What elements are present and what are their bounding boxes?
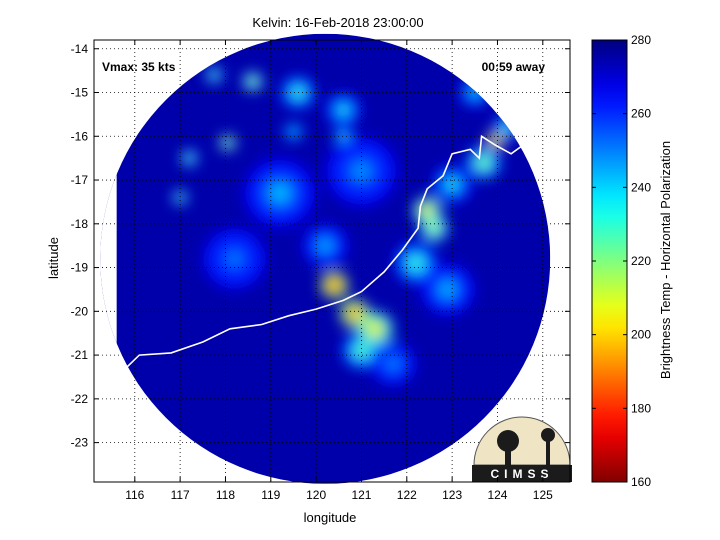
time-away-annotation: 00:59 away <box>482 60 546 74</box>
vmax-annotation: Vmax: 35 kts <box>102 60 176 74</box>
x-tick-label-1: 117 <box>171 488 190 502</box>
x-tick-label-9: 125 <box>533 488 553 502</box>
colorbar-scale <box>591 39 628 483</box>
convection-cell-17-3 <box>187 156 192 161</box>
convection-cell-5-3 <box>441 283 454 296</box>
x-tick-label-4: 120 <box>306 488 326 502</box>
axes-frame <box>93 39 571 483</box>
colorbar-label: Brightness Temp - Horizontal Polarizatio… <box>658 141 673 379</box>
cb-tick-label-2: 200 <box>631 328 651 342</box>
convection-cell-1-3 <box>353 163 370 179</box>
convection-layer <box>171 66 521 386</box>
convection-cell-23-3 <box>424 207 431 214</box>
y-tick-label-3: -17 <box>71 173 89 187</box>
y-tick-label-6: -20 <box>71 304 89 318</box>
convection-cell-9-3 <box>291 129 296 135</box>
y-tick-label-4: -18 <box>71 217 89 231</box>
convection-cell-0-3 <box>227 252 242 266</box>
x-tick-label-5: 121 <box>351 488 371 502</box>
convection-cell-19-3 <box>430 225 438 232</box>
logo-text: CIMSS <box>490 467 553 481</box>
cb-tick-label-6: 280 <box>631 33 651 47</box>
y-tick-label-7: -21 <box>71 348 89 362</box>
convection-cell-20-3 <box>250 79 255 84</box>
cb-tick-label-4: 240 <box>631 180 651 194</box>
convection-cell-21-3 <box>225 141 230 145</box>
cimss-logo: CIMSS <box>472 416 572 482</box>
plot-area: CIMSS Vmax: 35 kts 00:59 away <box>93 33 572 484</box>
y-tick-label-8: -22 <box>71 392 89 406</box>
colorbar-ticks: 160 180 200 220 240 260 280 <box>592 33 651 489</box>
cb-tick-label-0: 160 <box>631 475 651 489</box>
y-tick-label-1: -15 <box>71 86 89 100</box>
x-tick-label-6: 122 <box>397 488 417 502</box>
convection-cell-16-3 <box>212 73 217 77</box>
y-axis-ticks: -14 -15 -16 -17 -18 -19 -20 -21 -22 -23 <box>71 42 570 450</box>
x-axis-label: longitude <box>304 510 357 525</box>
x-tick-label-8: 124 <box>487 488 507 502</box>
x-tick-label-7: 123 <box>442 488 462 502</box>
convection-cell-3-3 <box>271 185 288 201</box>
cb-tick-label-5: 260 <box>631 107 651 121</box>
cb-tick-label-3: 220 <box>631 254 651 268</box>
convection-cell-4-3 <box>320 240 331 251</box>
chart-title: Kelvin: 16-Feb-2018 23:00:00 <box>252 15 423 30</box>
x-tick-label-3: 119 <box>261 488 280 502</box>
convection-cell-22-3 <box>371 324 380 333</box>
colorbar: 160 180 200 220 240 260 280 Brightness Temp - … <box>591 33 673 489</box>
x-tick-label-0: 116 <box>125 488 144 502</box>
convection-cell-25-3 <box>331 282 338 288</box>
convection-cell-2-3 <box>388 359 399 369</box>
y-axis-label: latitude <box>46 237 61 279</box>
y-tick-label-2: -16 <box>71 129 89 143</box>
y-tick-label-0: -14 <box>71 42 89 56</box>
convection-cell-26-3 <box>493 138 497 143</box>
convection-cell-14-3 <box>356 346 366 356</box>
x-axis-ticks: 116 117 118 119 120 121 122 123 124 125 <box>125 40 553 502</box>
x-tick-label-2: 118 <box>216 488 235 502</box>
brightness-temp-swath <box>100 33 551 484</box>
logo-dish-icon <box>497 430 519 452</box>
convection-cell-8-3 <box>339 106 348 114</box>
logo-tower-stand <box>546 441 550 465</box>
logo-tower-icon <box>541 428 555 442</box>
convection-cell-12-3 <box>341 134 346 139</box>
y-tick-label-5: -19 <box>71 261 89 275</box>
coastline <box>93 65 571 387</box>
logo-dish-stand <box>505 449 511 465</box>
y-tick-label-9: -23 <box>71 436 89 450</box>
cb-tick-label-1: 180 <box>631 401 651 415</box>
convection-cell-18-3 <box>178 195 182 200</box>
convection-cell-15-3 <box>479 158 488 167</box>
convection-cell-10-3 <box>410 258 421 269</box>
convection-cell-24-3 <box>351 310 358 317</box>
